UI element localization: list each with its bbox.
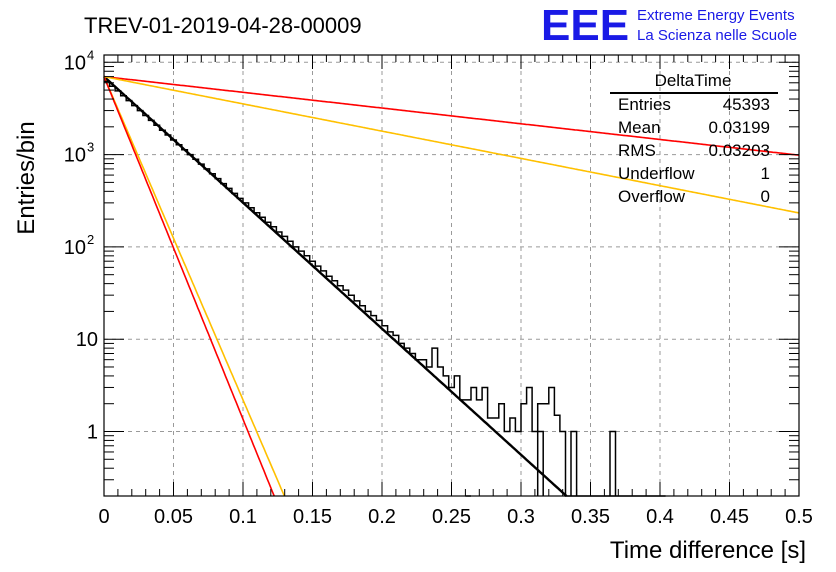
eee-logo: EEE — [541, 1, 629, 50]
grid-lines — [104, 55, 799, 496]
x-tick-label: 0.5 — [785, 506, 813, 528]
stats-row-value: 0.03203 — [709, 141, 770, 160]
histogram-steps — [104, 80, 666, 497]
stats-row-value: 0.03199 — [709, 118, 770, 137]
stats-row-label: Overflow — [618, 187, 686, 206]
stats-row-label: Underflow — [618, 164, 695, 183]
stats-row-value: 0 — [761, 187, 770, 206]
y-tick-label: 10 — [64, 237, 86, 259]
histogram-spike — [609, 430, 617, 496]
y-tick-exponent: 2 — [87, 232, 94, 247]
stats-row-label: RMS — [618, 141, 656, 160]
x-tick-label: 0.2 — [368, 506, 396, 528]
y-axis-title: Entries/bin — [13, 121, 40, 234]
stats-row-label: Entries — [618, 95, 671, 114]
x-tick-label: 0.45 — [710, 506, 749, 528]
x-tick-label: 0.4 — [646, 506, 674, 528]
x-tick-label: 0 — [98, 506, 109, 528]
x-tick-label: 0.1 — [229, 506, 257, 528]
x-tick-label: 0.3 — [507, 506, 535, 528]
y-tick-label: 10 — [64, 145, 86, 167]
axis-ticks — [103, 55, 800, 497]
x-tick-label: 0.35 — [571, 506, 610, 528]
y-tick-label: 1 — [87, 421, 98, 443]
logo-line-2: La Scienza nelle Scuole — [637, 27, 797, 44]
fit-curve — [103, 76, 286, 497]
logo-line-1: Extreme Energy Events — [637, 7, 795, 24]
fit-curve — [103, 75, 800, 156]
y-tick-label: 10 — [76, 329, 98, 351]
x-tick-label: 0.15 — [293, 506, 332, 528]
stats-row-value: 1 — [761, 164, 770, 183]
y-tick-exponent: 4 — [87, 47, 94, 62]
stats-row-value: 45393 — [723, 95, 770, 114]
run-title: TREV-01-2019-04-28-00009 — [84, 13, 362, 38]
x-tick-labels: 0 0.05 0.1 0.15 0.2 0.25 0.3 0.35 0.4 0.45 0.5 — [98, 506, 812, 528]
x-axis-title: Time difference [s] — [610, 537, 806, 564]
stats-box: DeltaTime Entries 45393 Mean 0.03199 RMS 0.03… — [610, 71, 778, 206]
histogram — [104, 80, 666, 497]
fit-curve — [103, 76, 275, 497]
histogram-spike — [570, 430, 578, 496]
x-tick-label: 0.05 — [154, 506, 193, 528]
histogram-spike — [536, 430, 544, 496]
fit-curve — [103, 75, 800, 214]
stats-title: DeltaTime — [655, 71, 732, 90]
x-tick-label: 0.25 — [432, 506, 471, 528]
y-tick-exponent: 3 — [87, 140, 94, 155]
fit-curves — [103, 75, 800, 497]
y-tick-label: 10 — [64, 52, 86, 74]
stats-row-label: Mean — [618, 118, 661, 137]
